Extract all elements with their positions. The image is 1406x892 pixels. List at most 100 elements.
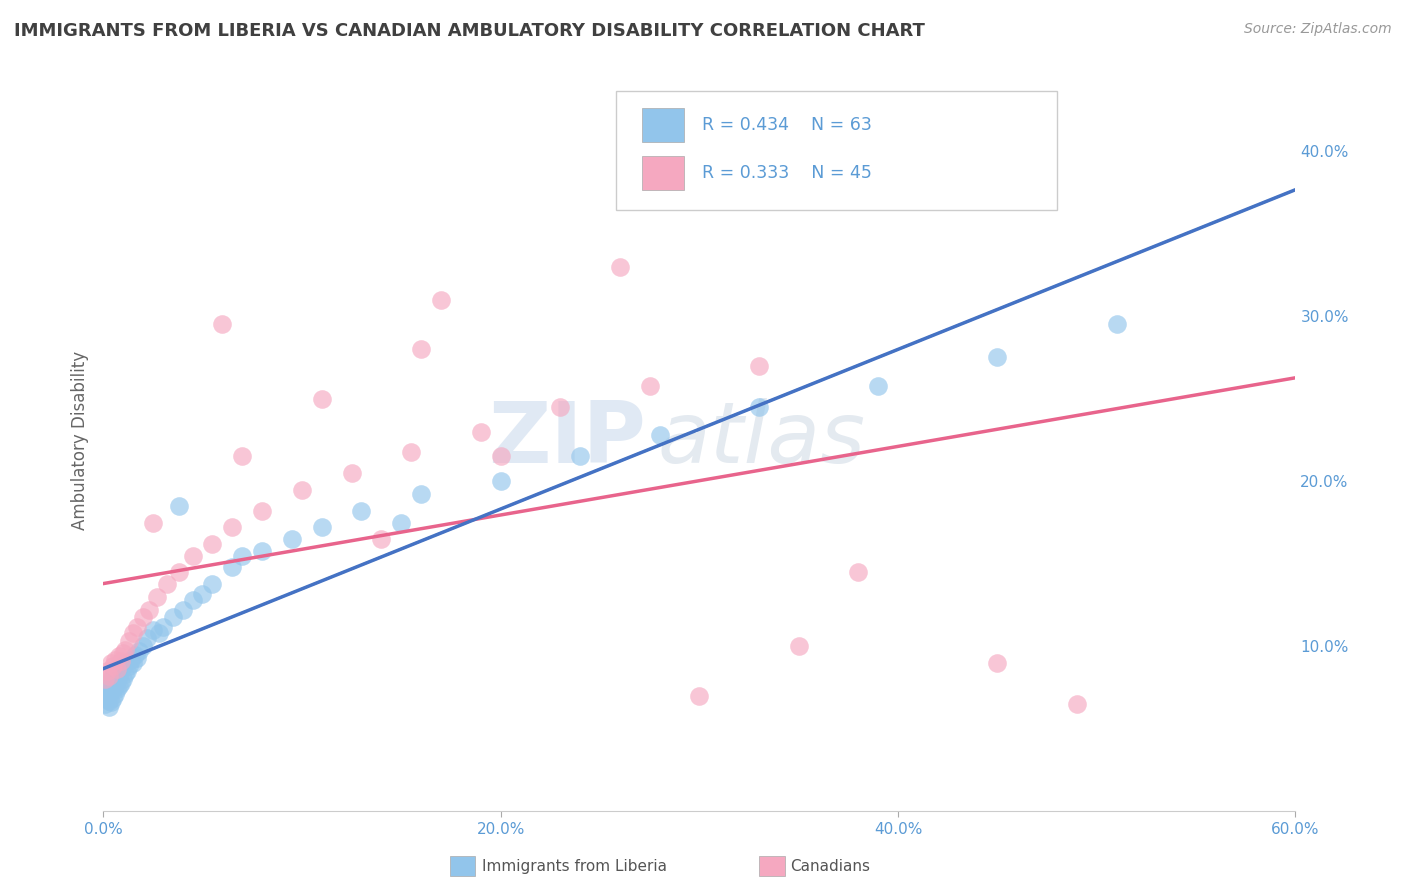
Point xyxy=(181,593,204,607)
Point xyxy=(105,682,128,697)
Point xyxy=(98,687,121,701)
Point xyxy=(114,656,136,670)
Point xyxy=(105,663,128,677)
Point xyxy=(98,700,121,714)
Point xyxy=(787,640,810,654)
Point xyxy=(120,652,142,666)
Point xyxy=(291,483,314,497)
Point xyxy=(96,692,118,706)
Point xyxy=(609,260,631,274)
Text: Canadians: Canadians xyxy=(790,859,870,873)
Point xyxy=(231,549,253,563)
Point xyxy=(101,669,124,683)
Point xyxy=(132,640,155,654)
Point xyxy=(108,679,131,693)
Point xyxy=(132,609,155,624)
Point xyxy=(118,634,141,648)
Text: IMMIGRANTS FROM LIBERIA VS CANADIAN AMBULATORY DISABILITY CORRELATION CHART: IMMIGRANTS FROM LIBERIA VS CANADIAN AMBU… xyxy=(14,22,925,40)
Text: ZIP: ZIP xyxy=(488,399,645,482)
Point xyxy=(201,537,224,551)
Text: R = 0.434    N = 63: R = 0.434 N = 63 xyxy=(702,116,872,134)
Point xyxy=(167,499,190,513)
Point xyxy=(638,378,661,392)
Point xyxy=(221,560,243,574)
Point xyxy=(122,656,145,670)
Point xyxy=(162,609,184,624)
Text: R = 0.333    N = 45: R = 0.333 N = 45 xyxy=(702,164,872,182)
Point xyxy=(1066,697,1088,711)
Point xyxy=(569,450,592,464)
Point xyxy=(181,549,204,563)
Point xyxy=(101,677,124,691)
Point xyxy=(108,649,131,664)
Point xyxy=(167,565,190,579)
Point xyxy=(211,318,233,332)
Point xyxy=(311,520,333,534)
Point xyxy=(156,576,179,591)
Point xyxy=(201,576,224,591)
Point xyxy=(688,689,710,703)
Point xyxy=(142,623,165,637)
Point xyxy=(846,565,869,579)
Point xyxy=(389,516,412,530)
Point xyxy=(94,697,117,711)
Point xyxy=(128,644,150,658)
Point xyxy=(125,619,148,633)
Point xyxy=(111,673,134,687)
Bar xyxy=(643,109,683,142)
Point xyxy=(409,487,432,501)
Point xyxy=(110,675,132,690)
Point xyxy=(148,626,170,640)
Point xyxy=(100,656,122,670)
FancyBboxPatch shape xyxy=(616,91,1057,210)
Point xyxy=(110,654,132,668)
Point xyxy=(489,450,512,464)
Point xyxy=(172,603,194,617)
Point xyxy=(101,690,124,705)
Point xyxy=(748,400,770,414)
Point xyxy=(125,651,148,665)
Point xyxy=(105,673,128,688)
Point xyxy=(98,669,121,683)
Point xyxy=(111,646,134,660)
Point xyxy=(868,378,890,392)
Point xyxy=(98,675,121,690)
Point xyxy=(124,648,146,662)
Point xyxy=(250,504,273,518)
Point xyxy=(221,520,243,534)
Point xyxy=(96,664,118,678)
Point xyxy=(430,293,453,307)
Point xyxy=(94,673,117,687)
Point xyxy=(231,450,253,464)
Point xyxy=(118,659,141,673)
Point xyxy=(152,619,174,633)
Point xyxy=(986,656,1008,670)
Point xyxy=(250,543,273,558)
Point xyxy=(94,689,117,703)
Point xyxy=(138,603,160,617)
Point xyxy=(146,590,169,604)
Point xyxy=(110,663,132,677)
Point xyxy=(114,667,136,681)
Point xyxy=(142,516,165,530)
Point xyxy=(191,586,214,600)
Point xyxy=(104,687,127,701)
Point xyxy=(104,679,127,693)
Point xyxy=(101,682,124,697)
Point xyxy=(986,351,1008,365)
Point xyxy=(548,400,571,414)
Point xyxy=(100,673,122,687)
Point xyxy=(96,681,118,695)
Point xyxy=(748,359,770,373)
Point xyxy=(311,392,333,406)
Point xyxy=(104,652,127,666)
Point xyxy=(100,684,122,698)
Point xyxy=(470,425,492,439)
Text: atlas: atlas xyxy=(658,399,866,482)
Point xyxy=(370,532,392,546)
Point xyxy=(135,631,157,645)
Text: Immigrants from Liberia: Immigrants from Liberia xyxy=(482,859,668,873)
Bar xyxy=(643,156,683,190)
Point xyxy=(111,659,134,673)
Point xyxy=(122,626,145,640)
